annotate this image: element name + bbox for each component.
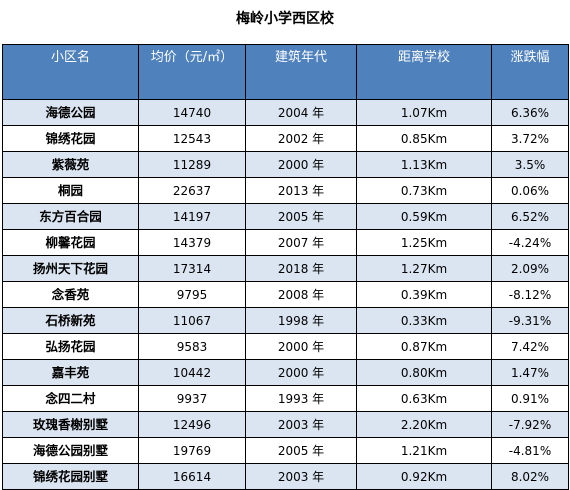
cell-community-name: 弘扬花园 [2, 333, 139, 360]
cell-community-name: 海德公园 [2, 99, 139, 126]
cell-build-year: 2000 年 [245, 359, 357, 386]
cell-build-year: 2002 年 [245, 125, 357, 152]
cell-community-name: 念四二村 [2, 385, 139, 412]
cell-distance: 0.59Km [356, 203, 492, 230]
cell-community-name: 柳馨花园 [2, 229, 139, 256]
cell-community-name: 石桥新苑 [2, 307, 139, 334]
table-row: 紫薇苑 11289 2000 年 1.13Km 3.5% [2, 151, 569, 178]
table-row: 石桥新苑 11067 1998 年 0.33Km -9.31% [2, 307, 569, 334]
cell-distance: 1.21Km [356, 437, 492, 464]
cell-distance: 1.25Km [356, 229, 492, 256]
cell-community-name: 桐园 [2, 177, 139, 204]
cell-change-rate: -4.81% [491, 437, 569, 464]
cell-change-rate: -8.12% [491, 281, 569, 308]
table-row: 锦绣花园别墅 16614 2003 年 0.92Km 8.02% [2, 463, 569, 490]
column-header-change: 涨跌幅 [491, 44, 569, 100]
cell-build-year: 1998 年 [245, 307, 357, 334]
cell-community-name: 玫瑰香榭别墅 [2, 411, 139, 438]
cell-distance: 0.33Km [356, 307, 492, 334]
column-header-price: 均价（元/㎡） [138, 44, 246, 100]
table-row: 柳馨花园 14379 2007 年 1.25Km -4.24% [2, 229, 569, 256]
cell-avg-price: 19769 [138, 437, 246, 464]
cell-change-rate: 3.5% [491, 151, 569, 178]
cell-distance: 1.13Km [356, 151, 492, 178]
column-header-year: 建筑年代 [245, 44, 357, 100]
cell-avg-price: 16614 [138, 463, 246, 490]
cell-community-name: 东方百合园 [2, 203, 139, 230]
column-header-name: 小区名 [2, 44, 139, 100]
cell-change-rate: 0.91% [491, 385, 569, 412]
cell-avg-price: 10442 [138, 359, 246, 386]
cell-community-name: 紫薇苑 [2, 151, 139, 178]
cell-change-rate: 0.06% [491, 177, 569, 204]
table-header-row: 小区名 均价（元/㎡） 建筑年代 距离学校 涨跌幅 [2, 44, 569, 100]
cell-distance: 1.07Km [356, 99, 492, 126]
table-row: 海德公园 14740 2004 年 1.07Km 6.36% [2, 99, 569, 126]
cell-build-year: 2004 年 [245, 99, 357, 126]
cell-avg-price: 12543 [138, 125, 246, 152]
cell-avg-price: 17314 [138, 255, 246, 282]
cell-distance: 2.20Km [356, 411, 492, 438]
table-row: 念四二村 9937 1993 年 0.63Km 0.91% [2, 385, 569, 412]
cell-community-name: 念香苑 [2, 281, 139, 308]
cell-distance: 0.73Km [356, 177, 492, 204]
cell-build-year: 2000 年 [245, 333, 357, 360]
cell-avg-price: 9795 [138, 281, 246, 308]
table-row: 扬州天下花园 17314 2018 年 1.27Km 2.09% [2, 255, 569, 282]
table-row: 东方百合园 14197 2005 年 0.59Km 6.52% [2, 203, 569, 230]
page-title: 梅岭小学西区校 [236, 11, 334, 27]
table-row: 桐园 22637 2013 年 0.73Km 0.06% [2, 177, 569, 204]
cell-change-rate: 3.72% [491, 125, 569, 152]
cell-change-rate: 1.47% [491, 359, 569, 386]
cell-avg-price: 14197 [138, 203, 246, 230]
cell-distance: 0.63Km [356, 385, 492, 412]
cell-change-rate: 2.09% [491, 255, 569, 282]
table-row: 锦绣花园 12543 2002 年 0.85Km 3.72% [2, 125, 569, 152]
cell-build-year: 2013 年 [245, 177, 357, 204]
cell-change-rate: 6.52% [491, 203, 569, 230]
cell-avg-price: 11289 [138, 151, 246, 178]
cell-avg-price: 9937 [138, 385, 246, 412]
cell-distance: 1.27Km [356, 255, 492, 282]
cell-avg-price: 12496 [138, 411, 246, 438]
cell-distance: 0.39Km [356, 281, 492, 308]
cell-community-name: 锦绣花园 [2, 125, 139, 152]
cell-avg-price: 22637 [138, 177, 246, 204]
cell-change-rate: -4.24% [491, 229, 569, 256]
cell-build-year: 2007 年 [245, 229, 357, 256]
column-header-distance: 距离学校 [356, 44, 492, 100]
cell-change-rate: 7.42% [491, 333, 569, 360]
cell-build-year: 2005 年 [245, 203, 357, 230]
table-row: 玫瑰香榭别墅 12496 2003 年 2.20Km -7.92% [2, 411, 569, 438]
table-row: 弘扬花园 9583 2000 年 0.87Km 7.42% [2, 333, 569, 360]
school-district-table: 小区名 均价（元/㎡） 建筑年代 距离学校 涨跌幅 海德公园 14740 2004 … [2, 44, 569, 490]
cell-community-name: 嘉丰苑 [2, 359, 139, 386]
cell-change-rate: -7.92% [491, 411, 569, 438]
cell-avg-price: 9583 [138, 333, 246, 360]
cell-change-rate: -9.31% [491, 307, 569, 334]
cell-change-rate: 6.36% [491, 99, 569, 126]
cell-distance: 0.85Km [356, 125, 492, 152]
cell-build-year: 2018 年 [245, 255, 357, 282]
cell-distance: 0.80Km [356, 359, 492, 386]
cell-build-year: 2005 年 [245, 437, 357, 464]
cell-change-rate: 8.02% [491, 463, 569, 490]
table-body: 海德公园 14740 2004 年 1.07Km 6.36% 锦绣花园 12543 2002 … [2, 99, 569, 490]
cell-community-name: 锦绣花园别墅 [2, 463, 139, 490]
cell-community-name: 扬州天下花园 [2, 255, 139, 282]
cell-avg-price: 14379 [138, 229, 246, 256]
cell-distance: 0.92Km [356, 463, 492, 490]
table-row: 念香苑 9795 2008 年 0.39Km -8.12% [2, 281, 569, 308]
table-row: 嘉丰苑 10442 2000 年 0.80Km 1.47% [2, 359, 569, 386]
cell-build-year: 2003 年 [245, 411, 357, 438]
cell-build-year: 1993 年 [245, 385, 357, 412]
cell-avg-price: 14740 [138, 99, 246, 126]
cell-build-year: 2003 年 [245, 463, 357, 490]
table-row: 海德公园别墅 19769 2005 年 1.21Km -4.81% [2, 437, 569, 464]
cell-build-year: 2008 年 [245, 281, 357, 308]
cell-community-name: 海德公园别墅 [2, 437, 139, 464]
cell-distance: 0.87Km [356, 333, 492, 360]
cell-avg-price: 11067 [138, 307, 246, 334]
cell-build-year: 2000 年 [245, 151, 357, 178]
